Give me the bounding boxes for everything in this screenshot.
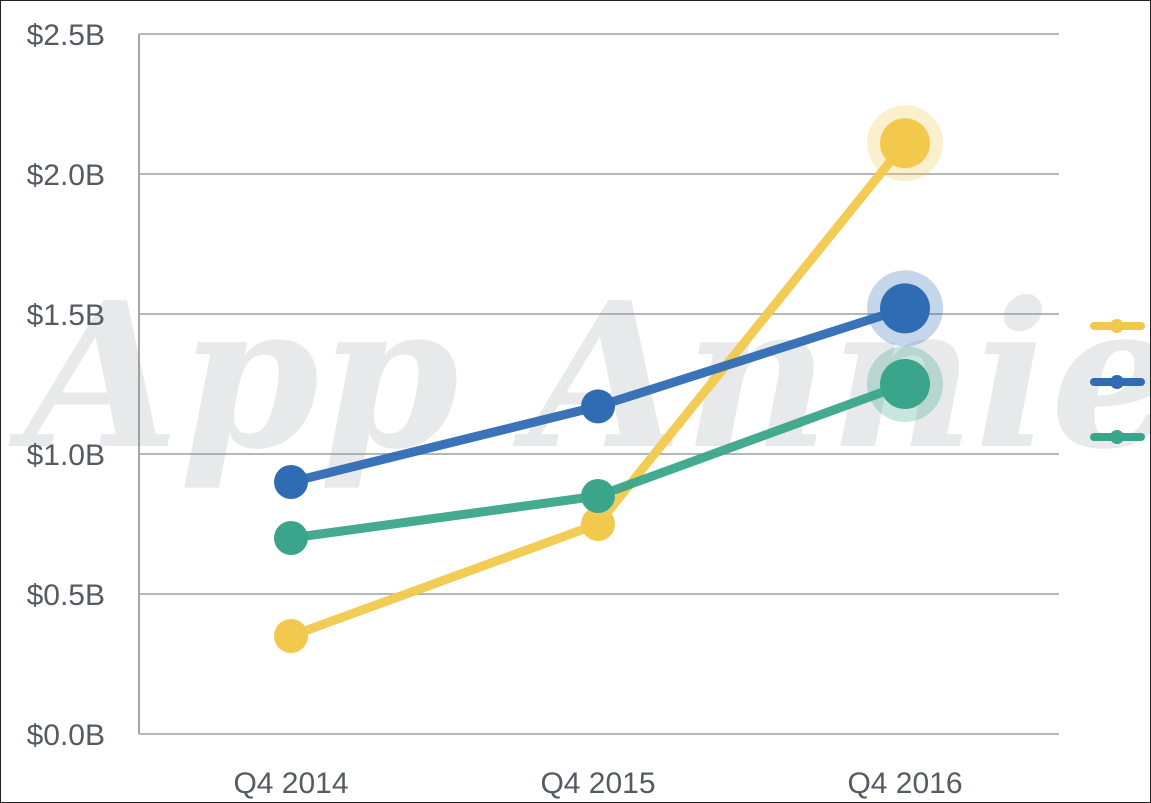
- series-3: [274, 346, 943, 555]
- y-tick-label: $1.0B: [27, 439, 105, 472]
- data-point: [880, 118, 930, 169]
- data-point: [581, 389, 615, 424]
- data-point: [880, 359, 930, 409]
- y-tick-label: $0.5B: [27, 579, 105, 612]
- y-tick-labels: $0.0B $0.5B $1.0B $1.5B $2.0B $2.5B: [27, 19, 105, 752]
- x-tick-label: Q4 2015: [540, 767, 655, 800]
- gridlines: [139, 33, 1059, 735]
- data-point: [274, 465, 308, 499]
- legend-item-3: [1090, 430, 1145, 444]
- series-group: [274, 105, 943, 653]
- watermark: App Annie: [8, 259, 1150, 494]
- x-tick-label: Q4 2016: [847, 767, 962, 800]
- series-2: [274, 270, 943, 499]
- data-point: [581, 479, 615, 513]
- x-tick-labels: Q4 2014 Q4 2015 Q4 2016: [233, 767, 962, 800]
- data-point: [274, 521, 308, 555]
- data-point: [880, 283, 930, 334]
- x-tick-label: Q4 2014: [233, 767, 348, 800]
- series-1: [274, 105, 943, 653]
- y-tick-label: $2.5B: [27, 19, 105, 52]
- y-tick-label: $0.0B: [27, 719, 105, 752]
- data-point: [274, 619, 308, 653]
- legend-swatch-dot: [1110, 319, 1124, 333]
- legend: [1090, 319, 1145, 444]
- data-point: [581, 507, 615, 541]
- legend-swatch-dot: [1110, 375, 1124, 389]
- legend-item-1: [1090, 319, 1145, 333]
- y-tick-label: $1.5B: [27, 299, 105, 332]
- legend-item-2: [1090, 375, 1145, 389]
- legend-swatch-dot: [1110, 430, 1124, 444]
- y-tick-label: $2.0B: [27, 159, 105, 192]
